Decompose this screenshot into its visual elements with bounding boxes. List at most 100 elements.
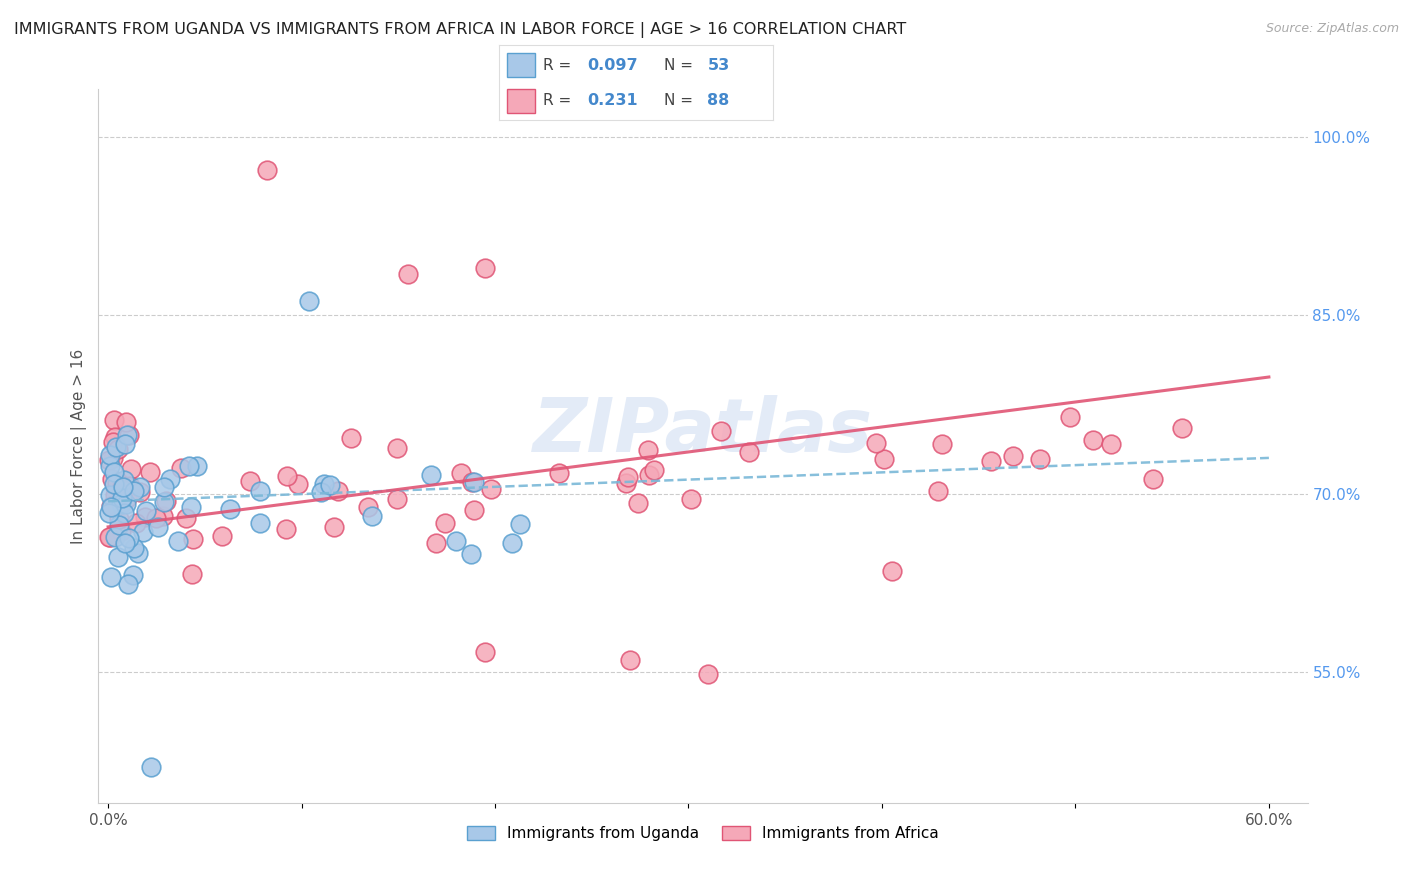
Point [710, 424, 733, 438]
Point [155, 494, 177, 508]
Point [927, 484, 949, 499]
Point [107, 550, 129, 565]
Point [181, 532, 204, 546]
Point [118, 531, 141, 545]
Text: 53: 53 [707, 58, 730, 72]
Point [463, 502, 485, 516]
Point [256, 163, 278, 178]
Point [115, 498, 138, 512]
Point [166, 533, 188, 548]
Point [104, 530, 127, 544]
Point [117, 576, 139, 591]
Text: IMMIGRANTS FROM UGANDA VS IMMIGRANTS FROM AFRICA IN LABOR FORCE | AGE > 16 CORRE: IMMIGRANTS FROM UGANDA VS IMMIGRANTS FRO… [14, 22, 907, 38]
Point [103, 451, 125, 466]
Point [118, 428, 141, 442]
Point [134, 509, 156, 524]
Point [239, 474, 262, 488]
Point [103, 476, 125, 491]
Point [450, 467, 472, 481]
Point [139, 760, 162, 774]
Point [152, 479, 174, 493]
Point [276, 522, 298, 536]
Point [105, 476, 128, 491]
Text: 0.231: 0.231 [586, 93, 637, 108]
Point [425, 535, 447, 549]
Point [1059, 410, 1081, 425]
Point [873, 451, 896, 466]
Point [111, 480, 134, 494]
Point [865, 436, 887, 450]
Point [98, 453, 121, 467]
Point [107, 442, 129, 456]
Point [100, 499, 122, 513]
Point [107, 475, 129, 489]
Point [287, 476, 309, 491]
Point [111, 482, 134, 496]
Point [103, 413, 125, 427]
Legend: Immigrants from Uganda, Immigrants from Africa: Immigrants from Uganda, Immigrants from … [460, 818, 946, 848]
Point [460, 547, 482, 561]
Text: 88: 88 [707, 93, 730, 108]
Point [186, 459, 208, 474]
Point [180, 500, 202, 514]
Point [100, 472, 122, 486]
Point [319, 477, 342, 491]
Point [396, 267, 419, 281]
Point [148, 520, 170, 534]
Point [219, 502, 242, 516]
Text: 0.097: 0.097 [586, 58, 637, 72]
Point [737, 445, 759, 459]
Text: R =: R = [543, 93, 581, 108]
Point [1171, 420, 1194, 434]
Point [1001, 450, 1024, 464]
Point [114, 536, 136, 550]
Point [122, 483, 145, 498]
Point [433, 516, 456, 531]
Point [361, 508, 384, 523]
Point [103, 465, 125, 479]
Point [181, 566, 204, 581]
Point [97, 506, 120, 520]
Point [637, 443, 659, 458]
Point [211, 529, 233, 543]
Point [474, 260, 496, 275]
FancyBboxPatch shape [508, 53, 534, 78]
Point [127, 546, 149, 560]
Point [110, 524, 132, 538]
Point [132, 524, 155, 539]
Point [179, 458, 201, 473]
Point [100, 570, 122, 584]
Point [111, 491, 134, 506]
Point [298, 293, 321, 308]
Point [118, 480, 141, 494]
Text: N =: N = [664, 93, 697, 108]
Point [101, 435, 124, 450]
Point [112, 506, 135, 520]
Point [115, 491, 138, 505]
Point [1142, 472, 1164, 486]
Point [104, 441, 127, 455]
Point [135, 504, 157, 518]
Point [643, 463, 665, 477]
Point [169, 460, 191, 475]
Point [474, 645, 496, 659]
Point [1099, 436, 1122, 450]
Point [619, 653, 641, 667]
Text: R =: R = [543, 58, 576, 72]
FancyBboxPatch shape [508, 88, 534, 112]
Point [627, 496, 650, 510]
Point [108, 518, 131, 533]
Point [98, 531, 121, 545]
Point [121, 568, 143, 582]
Point [328, 483, 350, 498]
Point [125, 516, 148, 530]
Point [98, 458, 121, 473]
Point [420, 467, 443, 482]
Point [501, 535, 523, 549]
Point [323, 520, 346, 534]
Point [110, 482, 132, 496]
Point [129, 480, 152, 494]
Point [115, 427, 138, 442]
Point [309, 485, 332, 500]
Point [98, 488, 121, 502]
